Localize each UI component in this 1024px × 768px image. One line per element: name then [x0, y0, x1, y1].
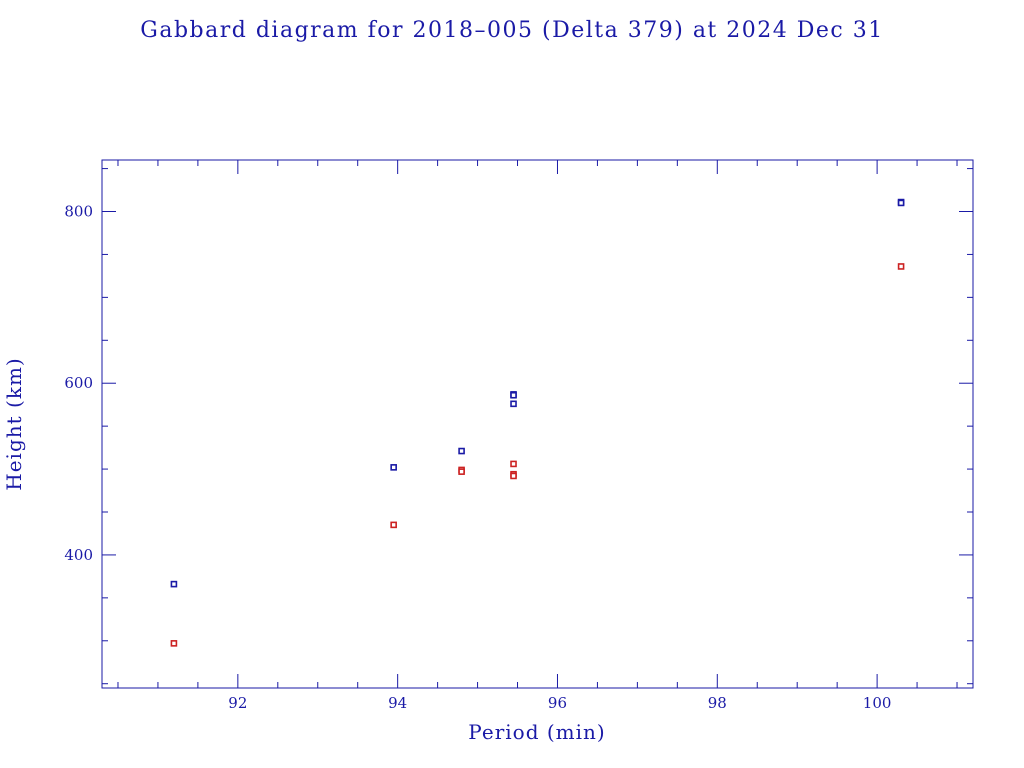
y-tick-label: 600: [64, 374, 93, 392]
perigee-point: [390, 521, 397, 529]
perigee-point: [510, 472, 517, 480]
axis-ticks: [102, 160, 973, 688]
apogee-point: [458, 447, 465, 455]
perigee-point: [510, 460, 517, 468]
plot-frame: [101, 159, 974, 689]
x-tick-label: 92: [228, 694, 247, 712]
chart-title: Gabbard diagram for 2018–005 (Delta 379)…: [140, 18, 883, 43]
apogee-point: [897, 199, 905, 207]
apogee-point: [510, 400, 517, 408]
x-tick-label: 94: [388, 694, 407, 712]
x-tick-label: 98: [708, 694, 727, 712]
perigee-point: [170, 640, 178, 647]
y-axis-label: Height (km): [2, 357, 26, 490]
apogee-point: [390, 464, 397, 471]
x-tick-label: 100: [863, 694, 892, 712]
y-tick-label: 400: [64, 546, 93, 564]
perigee-point: [458, 468, 465, 475]
x-tick-label: 96: [548, 694, 567, 712]
x-axis-label: Period (min): [468, 720, 605, 744]
apogee-point: [510, 391, 517, 399]
y-tick-label: 800: [64, 203, 93, 221]
perigee-point: [897, 263, 905, 270]
data-points: [170, 198, 905, 647]
apogee-point: [170, 580, 178, 588]
axis-tick-labels: 92 94 96 98 100 400 600 800: [64, 203, 891, 712]
